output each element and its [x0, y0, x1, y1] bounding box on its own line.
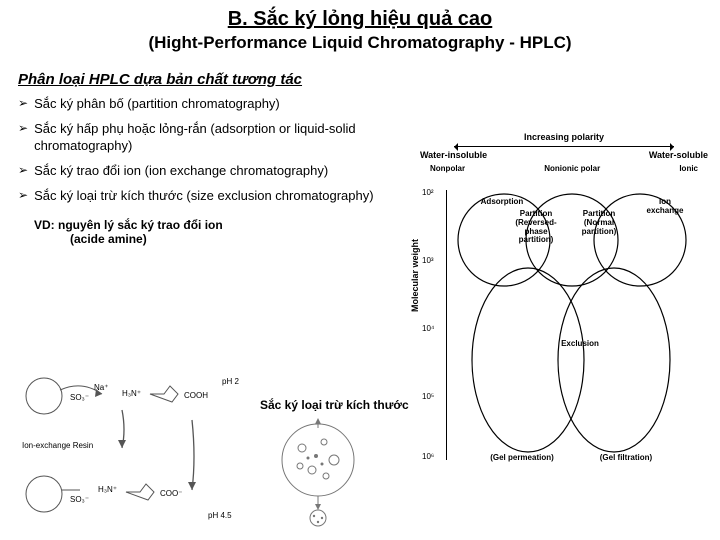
tier-ionic: Ionic — [679, 164, 698, 173]
label-partition-norm: Partition (Normal partition) — [574, 210, 624, 236]
sub-label-right: Water-soluble — [649, 150, 708, 160]
page-title: B. Sắc ký lỏng hiệu quả cao — [20, 8, 700, 31]
bullet-text: Sắc ký loại trừ kích thước (size exclusi… — [34, 188, 374, 205]
ion-exchange-sketch: SO₃⁻ Na⁺ H₃N⁺ COOH pH 2 Ion-exchange Res… — [22, 370, 252, 530]
polarity-title: Increasing polarity — [524, 132, 604, 142]
section-heading: Phân loại HPLC dựa bản chất tương tác — [18, 71, 720, 88]
chem-cooh: COOH — [184, 391, 208, 400]
label-adsorption: Adsorption — [472, 198, 532, 207]
chem-so3: SO₃⁻ — [70, 393, 89, 402]
polarity-arrow-icon — [454, 146, 674, 147]
chem-resin: Ion-exchange Resin — [22, 441, 93, 450]
y-axis — [446, 190, 447, 460]
bullet-arrow-icon: ➢ — [18, 96, 28, 112]
y-tick: 10³ — [422, 256, 434, 265]
list-item: ➢ Sắc ký loại trừ kích thước (size exclus… — [18, 188, 398, 205]
tier-nonpolar: Nonpolar — [430, 164, 465, 173]
bullet-text: Sắc ký phân bố (partition chromatography… — [34, 96, 280, 113]
list-item: ➢ Sắc ký trao đổi ion (ion exchange chrom… — [18, 163, 398, 180]
chem-na: Na⁺ — [94, 383, 108, 392]
list-item: ➢ Sắc ký hấp phụ hoặc lỏng-rắn (adsorptio… — [18, 121, 398, 155]
page-subtitle: (Hight-Performance Liquid Chromatography… — [20, 33, 700, 53]
y-tick: 10⁶ — [422, 452, 434, 461]
bullet-list: ➢ Sắc ký phân bố (partition chromatograph… — [18, 96, 398, 204]
chem-ph45: pH 4.5 — [208, 511, 232, 520]
label-exclusion: Exclusion — [550, 340, 610, 349]
tier-nonionic: Nonionic polar — [544, 164, 600, 173]
chem-h3n: H₃N⁺ — [122, 389, 141, 398]
y-tick: 10² — [422, 188, 434, 197]
bullet-arrow-icon: ➢ — [18, 121, 28, 137]
label-gel-perm: (Gel permeation) — [482, 454, 562, 463]
y-tick: 10⁵ — [422, 392, 434, 401]
label-partition-rev: Partition (Reversed- phase partition) — [508, 210, 564, 245]
label-ion-exchange: Ion exchange — [640, 198, 690, 216]
bullet-text: Sắc ký trao đổi ion (ion exchange chroma… — [34, 163, 328, 180]
size-exclusion-sketch — [272, 418, 382, 528]
bullet-text: Sắc ký hấp phụ hoặc lỏng-rắn (adsorption… — [34, 121, 398, 155]
y-axis-label: Molecular weight — [410, 239, 420, 312]
sub-label-left: Water-insoluble — [420, 150, 487, 160]
bullet-arrow-icon: ➢ — [18, 188, 28, 204]
chem-ph2: pH 2 — [222, 377, 239, 386]
chem-so3b: SO₃⁻ — [70, 495, 89, 504]
hplc-classification-diagram: Increasing polarity Water-insoluble Wate… — [414, 132, 714, 482]
y-tick: 10⁴ — [422, 324, 434, 333]
size-exclusion-label: Sắc ký loại trừ kích thước — [260, 398, 409, 412]
chem-coo: COO⁻ — [160, 489, 182, 498]
chem-h3nb: H₃N⁺ — [98, 485, 117, 494]
label-gel-filt: (Gel filtration) — [586, 454, 666, 463]
list-item: ➢ Sắc ký phân bố (partition chromatograph… — [18, 96, 398, 113]
bullet-arrow-icon: ➢ — [18, 163, 28, 179]
